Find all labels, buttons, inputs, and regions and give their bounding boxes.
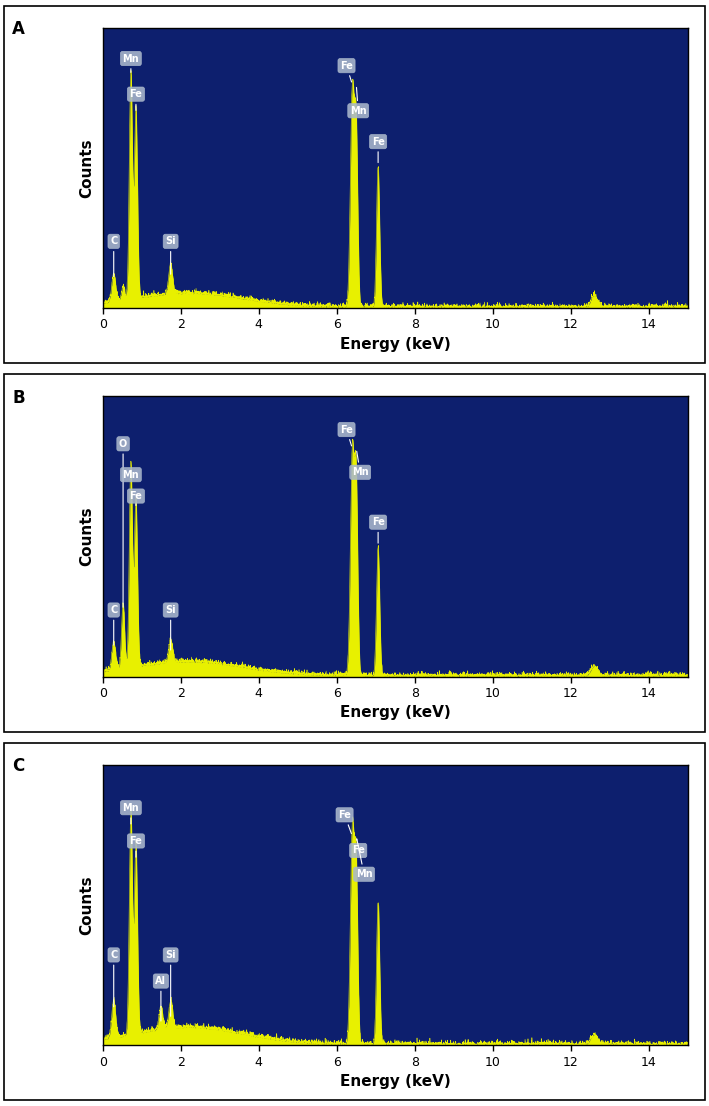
- Text: Mn: Mn: [123, 803, 139, 824]
- Text: Mn: Mn: [356, 839, 372, 879]
- Text: Fe: Fe: [352, 839, 364, 855]
- X-axis label: Energy (keV): Energy (keV): [340, 706, 451, 720]
- Y-axis label: Counts: Counts: [79, 507, 94, 566]
- Text: Si: Si: [165, 950, 176, 1016]
- Text: Fe: Fe: [340, 61, 353, 82]
- Text: A: A: [12, 20, 25, 38]
- Y-axis label: Counts: Counts: [79, 875, 94, 935]
- Text: Al: Al: [155, 977, 167, 1021]
- Text: Fe: Fe: [130, 836, 143, 857]
- X-axis label: Energy (keV): Energy (keV): [340, 337, 451, 352]
- Text: Mn: Mn: [123, 53, 139, 72]
- Text: C: C: [12, 758, 24, 775]
- Text: Si: Si: [165, 237, 176, 274]
- Text: Fe: Fe: [338, 810, 352, 834]
- Text: Fe: Fe: [372, 518, 384, 543]
- Text: Fe: Fe: [130, 491, 143, 505]
- Text: Mn: Mn: [352, 451, 369, 478]
- Text: Si: Si: [165, 605, 176, 650]
- Y-axis label: Counts: Counts: [79, 138, 94, 198]
- Text: C: C: [110, 605, 118, 645]
- Text: Fe: Fe: [372, 137, 384, 163]
- Text: C: C: [110, 237, 118, 276]
- Text: O: O: [119, 439, 127, 607]
- Text: Mn: Mn: [350, 87, 367, 116]
- Text: B: B: [12, 388, 25, 407]
- Text: Mn: Mn: [123, 470, 139, 480]
- Text: C: C: [110, 950, 118, 1006]
- Text: Fe: Fe: [130, 90, 143, 111]
- Text: Fe: Fe: [340, 425, 353, 446]
- X-axis label: Energy (keV): Energy (keV): [340, 1074, 451, 1089]
